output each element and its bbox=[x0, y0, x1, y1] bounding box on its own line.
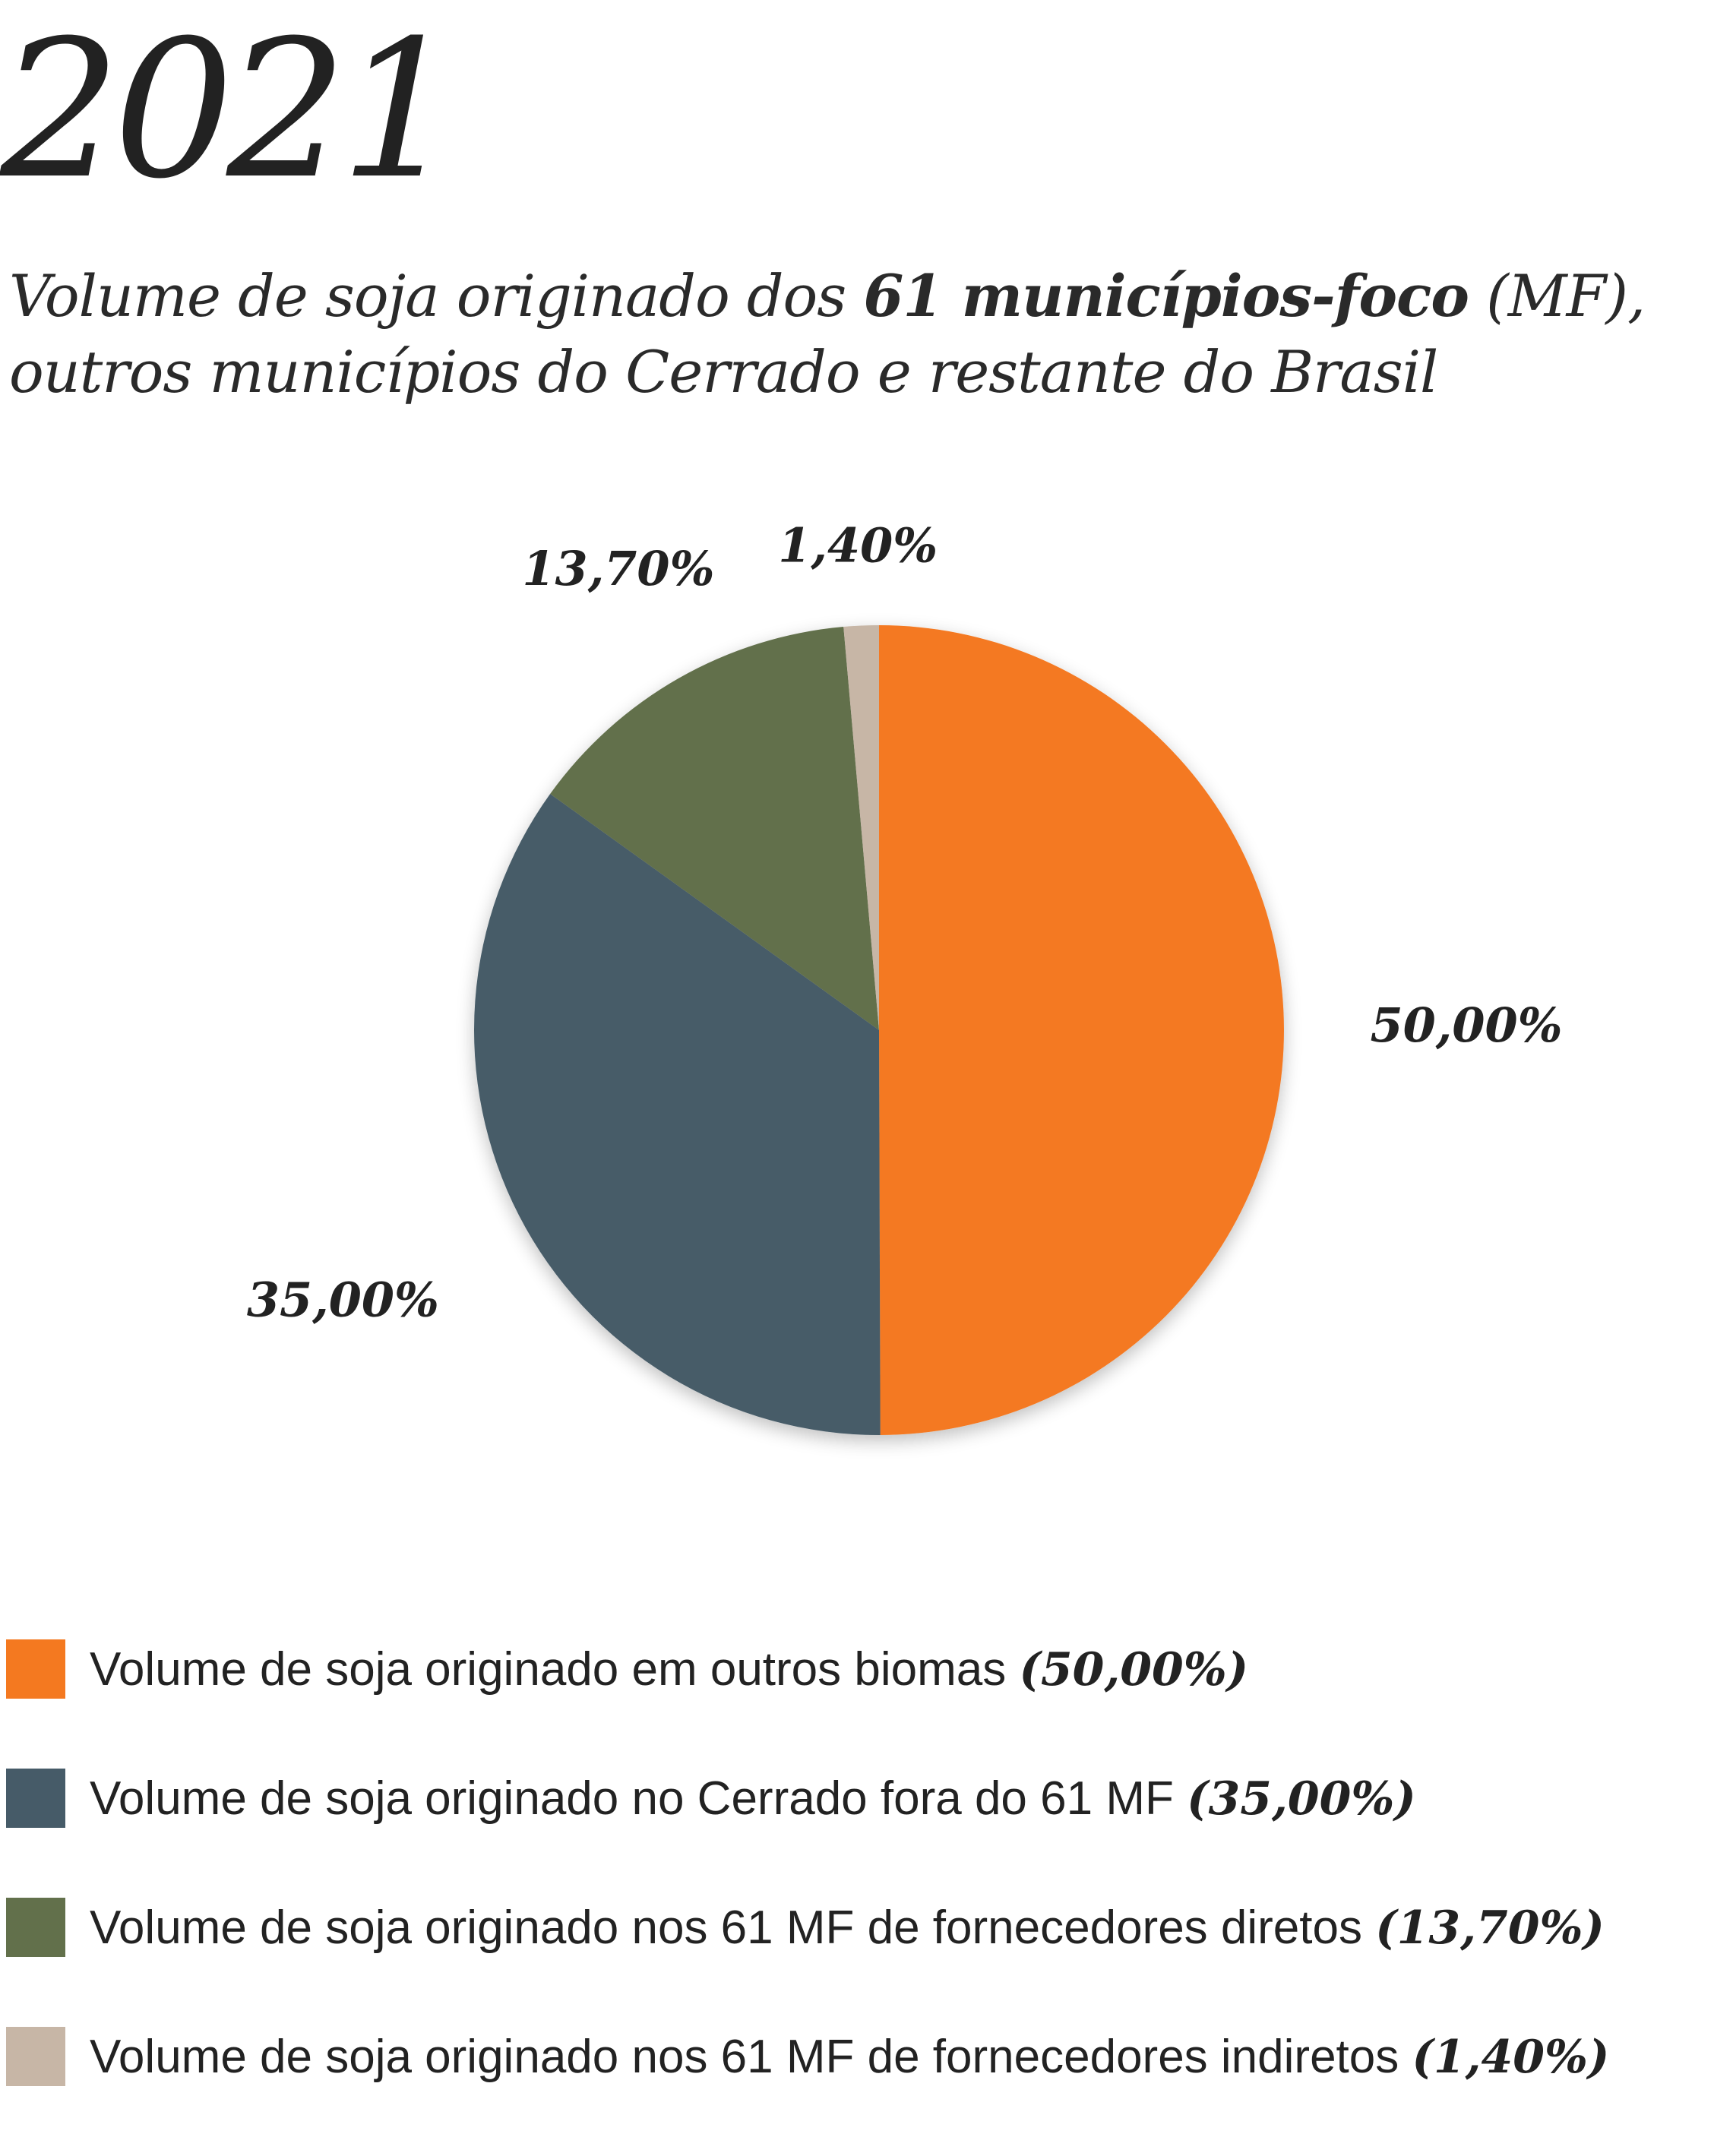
pie-slice-label: 35,00% bbox=[247, 1272, 439, 1328]
subtitle-line2: outros municípios do Cerrado e restante … bbox=[9, 338, 1438, 406]
chart-year-title: 2021 bbox=[0, 0, 460, 220]
subtitle-part1: Volume de soja originado dos bbox=[9, 262, 864, 330]
subtitle-part2: (MF), bbox=[1469, 262, 1646, 330]
legend-label: Volume de soja originado no Cerrado fora… bbox=[90, 1772, 1174, 1825]
legend-label: Volume de soja originado nos 61 MF de fo… bbox=[90, 2031, 1399, 2083]
legend-text: Volume de soja originado nos 61 MF de fo… bbox=[90, 2027, 1609, 2088]
legend-swatch bbox=[6, 1898, 65, 1957]
legend-percent: (50,00%) bbox=[1019, 1643, 1249, 1696]
legend-label: Volume de soja originado em outros bioma… bbox=[90, 1643, 1007, 1696]
legend-percent: (13,70%) bbox=[1375, 1902, 1605, 1955]
pie-slice-label: 50,00% bbox=[1370, 997, 1562, 1053]
pie-slice bbox=[879, 625, 1284, 1435]
pie-slice-label: 1,40% bbox=[778, 518, 938, 574]
legend-text: Volume de soja originado no Cerrado fora… bbox=[90, 1769, 1416, 1829]
legend-text: Volume de soja originado nos 61 MF de fo… bbox=[90, 1898, 1605, 1958]
pie-slice bbox=[474, 794, 881, 1435]
legend-swatch bbox=[6, 2027, 65, 2086]
legend-percent: (1,40%) bbox=[1412, 2031, 1610, 2084]
pie-slice-label: 13,70% bbox=[522, 541, 714, 596]
legend-swatch bbox=[6, 1639, 65, 1699]
subtitle-bold: 61 municípios-foco bbox=[863, 262, 1469, 330]
legend-label: Volume de soja originado nos 61 MF de fo… bbox=[90, 1902, 1362, 1954]
pie-slice bbox=[843, 625, 879, 1030]
pie-chart: 50,00% 35,00% 13,70% 1,40% bbox=[247, 518, 1563, 1435]
chart-subtitle: Volume de soja originado dos 61 municípi… bbox=[9, 258, 1696, 410]
legend-swatch bbox=[6, 1769, 65, 1828]
legend-text: Volume de soja originado em outros bioma… bbox=[90, 1639, 1248, 1700]
legend-percent: (35,00%) bbox=[1187, 1772, 1416, 1826]
pie-slice bbox=[550, 627, 879, 1030]
